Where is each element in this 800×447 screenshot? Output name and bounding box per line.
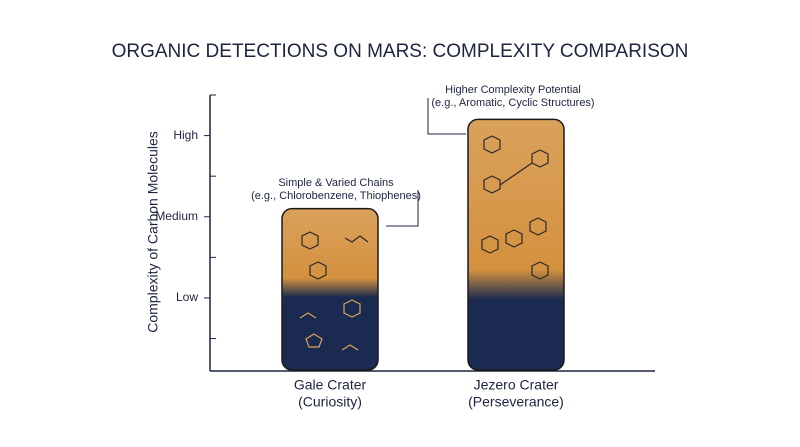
y-axis-label: Complexity of Carbon Molecules <box>145 131 161 333</box>
annotation-title: Simple & Varied Chains <box>278 177 394 189</box>
chart-title: ORGANIC DETECTIONS ON MARS: COMPLEXITY C… <box>112 41 689 62</box>
annotation-subtitle: (e.g., Chlorobenzene, Thiophenes) <box>251 190 421 202</box>
x-tick-label: Jezero Crater <box>474 377 559 393</box>
x-tick-sublabel: (Curiosity) <box>298 394 362 410</box>
annotation-title: Higher Complexity Potential <box>445 84 581 96</box>
annotation-subtitle: (e.g., Aromatic, Cyclic Structures) <box>431 97 594 109</box>
y-tick-label: Low <box>176 290 198 304</box>
y-tick-label: High <box>173 128 198 142</box>
molecule-icons <box>299 135 549 351</box>
y-tick-label: Medium <box>155 209 198 223</box>
annotation-bracket <box>386 190 419 227</box>
x-tick-label: Gale Crater <box>294 377 367 393</box>
bar <box>281 207 379 371</box>
annotation-bracket <box>427 98 466 135</box>
bar <box>467 118 565 371</box>
x-tick-sublabel: (Perseverance) <box>468 394 564 410</box>
